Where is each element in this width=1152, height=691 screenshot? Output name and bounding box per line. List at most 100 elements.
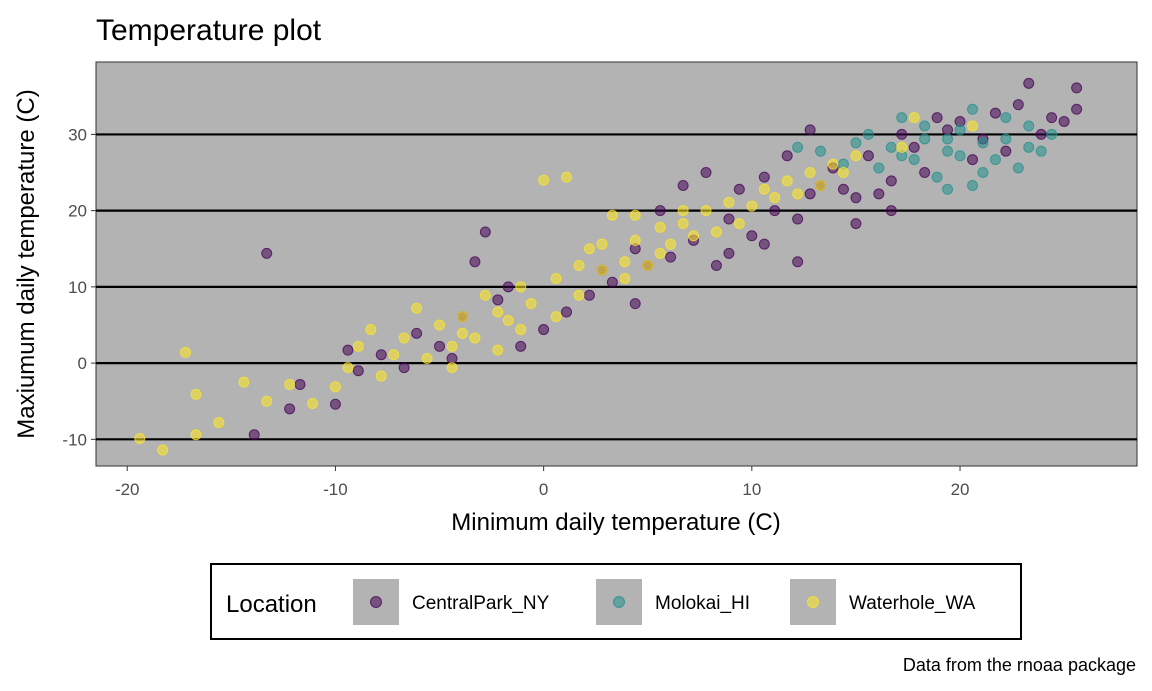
data-point	[157, 444, 169, 456]
data-point	[329, 398, 341, 410]
data-point	[792, 213, 804, 225]
data-point	[573, 289, 585, 301]
gridlines	[96, 133, 1137, 441]
data-point	[654, 247, 666, 259]
plot-panel	[95, 61, 1138, 467]
data-point	[561, 171, 573, 183]
data-point	[896, 112, 908, 124]
data-point	[261, 395, 273, 407]
data-point	[1023, 77, 1035, 89]
data-point	[723, 247, 735, 259]
series-Waterhole_WA	[134, 112, 979, 456]
data-point	[329, 381, 341, 393]
data-point	[862, 128, 874, 140]
data-point	[967, 103, 979, 115]
data-point	[792, 141, 804, 153]
data-point	[665, 251, 677, 263]
data-point	[792, 256, 804, 268]
data-point	[931, 112, 943, 124]
data-point	[723, 213, 735, 225]
data-point	[1046, 128, 1058, 140]
data-point	[827, 158, 839, 170]
data-point	[248, 429, 260, 441]
data-point	[654, 221, 666, 233]
data-point	[492, 306, 504, 318]
legend-label: CentralPark_NY	[412, 593, 550, 614]
panel-background	[95, 61, 1138, 467]
x-axis-title: Minimum daily temperature (C)	[451, 509, 780, 536]
data-point	[1071, 103, 1083, 115]
data-point	[758, 183, 770, 195]
data-point	[342, 344, 354, 356]
data-point	[710, 260, 722, 272]
data-point	[850, 192, 862, 204]
data-point	[606, 209, 618, 221]
data-point	[769, 192, 781, 204]
data-point	[365, 324, 377, 336]
data-point	[515, 340, 527, 352]
data-point	[850, 137, 862, 149]
data-point	[307, 397, 319, 409]
legend-label: Waterhole_WA	[849, 593, 976, 614]
data-point	[1012, 162, 1024, 174]
data-point	[954, 150, 966, 162]
data-point	[375, 349, 387, 361]
data-point	[885, 205, 897, 217]
data-point	[1023, 120, 1035, 132]
data-point	[434, 319, 446, 331]
data-point	[375, 370, 387, 382]
data-point	[837, 167, 849, 179]
chart-caption: Data from the rnoaa package	[903, 655, 1136, 675]
x-tick-label: -20	[115, 480, 140, 499]
data-point	[954, 124, 966, 136]
data-point	[1000, 145, 1012, 157]
x-tick-label: -10	[323, 480, 348, 499]
data-point	[294, 378, 306, 390]
data-point	[677, 205, 689, 217]
y-tick-label: 20	[68, 202, 87, 221]
data-point	[550, 272, 562, 284]
data-point	[284, 378, 296, 390]
data-point	[583, 289, 595, 301]
data-point	[710, 226, 722, 238]
data-point	[342, 362, 354, 374]
data-point	[538, 174, 550, 186]
data-point	[352, 340, 364, 352]
data-point	[479, 289, 491, 301]
data-point	[815, 145, 827, 157]
data-point	[746, 200, 758, 212]
y-tick-label: -10	[62, 430, 87, 449]
data-point	[733, 218, 745, 230]
legend-item-CentralPark_NY: CentralPark_NY	[353, 579, 550, 625]
data-point	[908, 154, 920, 166]
legend: Location CentralPark_NY Molokai_HI Waterho…	[210, 563, 1022, 640]
legend-label: Molokai_HI	[655, 593, 750, 614]
data-point	[942, 145, 954, 157]
data-point	[213, 417, 225, 429]
data-point	[456, 311, 468, 323]
data-point	[977, 137, 989, 149]
data-point	[781, 150, 793, 162]
data-point	[398, 362, 410, 374]
data-point	[967, 179, 979, 191]
data-point	[850, 218, 862, 230]
data-point	[967, 154, 979, 166]
data-point	[896, 141, 908, 153]
data-point	[1058, 115, 1070, 127]
data-point	[446, 340, 458, 352]
data-point	[421, 353, 433, 365]
data-point	[769, 205, 781, 217]
y-tick-label: 30	[68, 125, 87, 144]
data-point	[398, 332, 410, 344]
data-point	[134, 433, 146, 445]
data-point	[989, 154, 1001, 166]
data-point	[1035, 128, 1047, 140]
data-point	[479, 226, 491, 238]
data-point	[411, 302, 423, 314]
legend-marker	[613, 596, 625, 608]
y-tick-label: 0	[78, 354, 87, 373]
data-point	[469, 332, 481, 344]
data-point	[733, 183, 745, 195]
y-axis-title: Maxiumum daily temperature (C)	[13, 89, 40, 438]
